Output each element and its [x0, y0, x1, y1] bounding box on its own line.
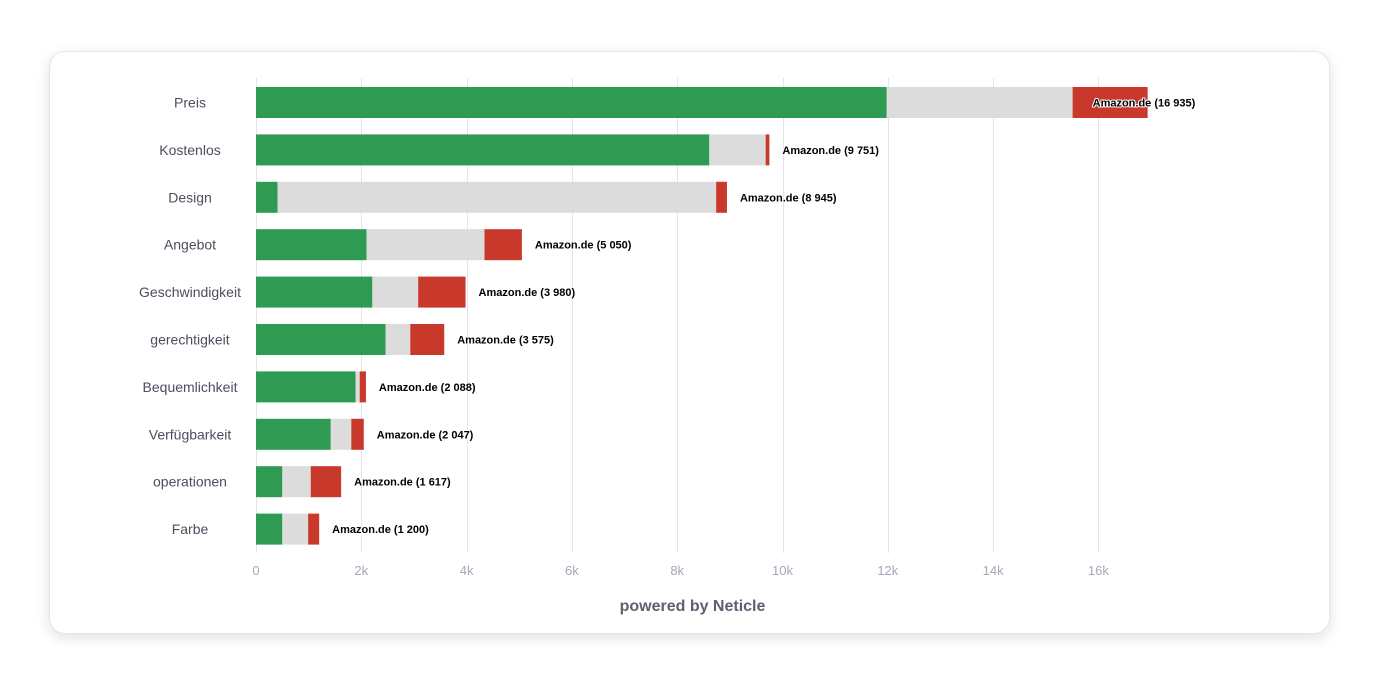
bar-segment	[282, 466, 311, 498]
category-label: Preis	[174, 95, 206, 111]
bar-segment	[256, 134, 710, 166]
bar-segment	[256, 181, 278, 213]
bar-segment	[385, 324, 411, 355]
data-label: Amazon.de (1 617)	[354, 477, 451, 489]
x-axis-ticks: 0 2k 4k 6k 8k 10k 12k 14k 16k	[252, 563, 1109, 578]
x-tick-label: 12k	[877, 563, 898, 578]
x-tick-label: 6k	[565, 563, 579, 578]
x-tick-label: 8k	[670, 563, 684, 578]
x-tick-label: 10k	[772, 563, 793, 578]
data-label: Amazon.de (3 575)	[457, 335, 554, 347]
bar-segment	[256, 87, 887, 118]
data-label: Amazon.de (8 945)	[740, 192, 837, 204]
bars	[256, 87, 1148, 545]
bar-segment	[330, 418, 352, 450]
category-label: Farbe	[172, 521, 209, 537]
bar-segment	[886, 87, 1073, 118]
bar-segment	[256, 324, 386, 355]
bar-segment	[256, 418, 331, 450]
category-label: Geschwindigkeit	[139, 284, 241, 300]
category-label: Angebot	[164, 237, 216, 253]
category-labels: Preis Kostenlos Design Angebot Geschwindigke…	[139, 95, 241, 538]
bar-segment	[716, 181, 727, 213]
bar-segment	[256, 513, 283, 545]
bar-segment	[709, 134, 766, 166]
bar-segment	[256, 466, 283, 498]
bar-segment	[372, 276, 419, 308]
bar-segment	[308, 513, 320, 545]
bar-segment	[351, 418, 364, 450]
category-label: Kostenlos	[159, 142, 220, 158]
category-label: operationen	[153, 474, 227, 490]
category-label: Bequemlichkeit	[143, 379, 238, 395]
data-label: Amazon.de (16 935)	[1093, 98, 1196, 110]
bar-segment	[277, 181, 717, 213]
bar-segment	[256, 371, 356, 403]
x-tick-label: 0	[252, 563, 259, 578]
data-label: Amazon.de (2 088)	[379, 382, 476, 394]
x-tick-label: 4k	[460, 563, 474, 578]
bar-segment	[765, 134, 770, 166]
category-label: Verfügbarkeit	[149, 426, 232, 442]
bar-segment	[256, 276, 373, 308]
bar-segment	[366, 229, 485, 261]
bar-segment	[355, 371, 360, 403]
bar-segment	[256, 229, 367, 261]
data-labels: Amazon.de (16 935) Amazon.de (9 751) Amazo…	[331, 97, 1196, 538]
bar-segment	[310, 466, 342, 498]
x-tick-label: 2k	[354, 563, 368, 578]
data-label: Amazon.de (9 751)	[782, 145, 879, 157]
footer-credit: powered by Neticle	[619, 598, 766, 615]
bar-segment	[359, 371, 366, 403]
data-label: Amazon.de (5 050)	[535, 240, 632, 252]
bar-segment	[410, 324, 445, 355]
x-tick-label: 16k	[1088, 563, 1109, 578]
data-label: Amazon.de (2 047)	[377, 429, 474, 441]
data-label: Amazon.de (3 980)	[479, 287, 576, 299]
data-label: Amazon.de (1 200)	[332, 524, 429, 536]
bar-segment	[484, 229, 522, 261]
bar-segment	[1072, 87, 1148, 118]
category-label: gerechtigkeit	[150, 332, 229, 348]
category-label: Design	[168, 189, 212, 205]
bar-segment	[418, 276, 466, 308]
x-tick-label: 14k	[983, 563, 1004, 578]
bar-segment	[282, 513, 309, 545]
